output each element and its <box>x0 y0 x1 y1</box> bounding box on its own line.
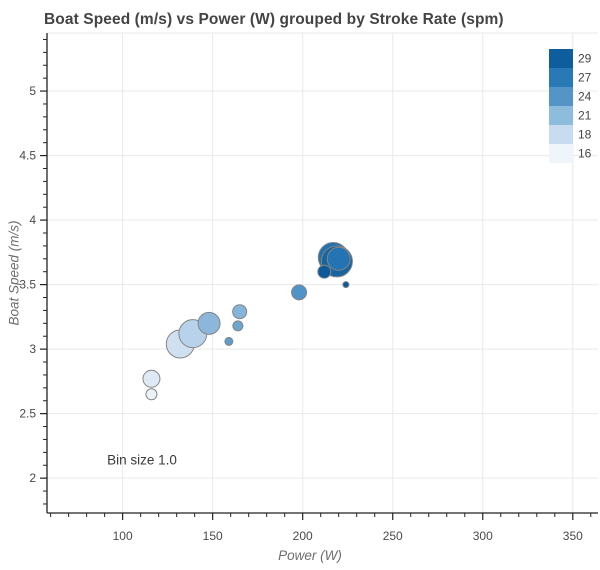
legend-label: 27 <box>578 71 592 85</box>
scatter-point[interactable] <box>197 311 221 335</box>
y-tick-label: 4.5 <box>19 149 36 163</box>
x-tick-label: 350 <box>563 529 583 543</box>
y-tick-label: 2 <box>29 471 36 485</box>
scatter-point[interactable] <box>142 369 161 388</box>
x-tick-label: 150 <box>203 529 223 543</box>
legend-label: 24 <box>578 90 592 104</box>
scatter-point[interactable] <box>232 320 244 332</box>
bin-size-annotation: Bin size 1.0 <box>107 452 177 468</box>
y-tick-label: 3.5 <box>19 278 36 292</box>
scatter-point[interactable] <box>342 281 350 289</box>
legend-label: 29 <box>578 52 592 66</box>
x-axis-title: Power (W) <box>278 548 342 563</box>
legend-swatch <box>549 49 573 68</box>
chart-title: Boat Speed (m/s) vs Power (W) grouped by… <box>44 11 504 28</box>
x-tick-label: 300 <box>473 529 493 543</box>
legend-swatch <box>549 106 573 125</box>
legend-swatch <box>549 68 573 87</box>
x-tick-label: 100 <box>113 529 133 543</box>
legend-label: 21 <box>578 109 592 123</box>
scatter-point[interactable] <box>291 284 308 301</box>
legend-label: 18 <box>578 128 592 142</box>
legend-swatch <box>549 125 573 144</box>
scatter-point[interactable] <box>326 246 351 271</box>
y-tick-label: 5 <box>29 84 36 98</box>
y-tick-label: 4 <box>29 213 36 227</box>
legend-swatch <box>549 144 573 163</box>
scatter-point[interactable] <box>224 336 234 346</box>
scatter-point[interactable] <box>317 264 332 279</box>
y-tick-label: 3 <box>29 342 36 356</box>
y-axis-title: Boat Speed (m/s) <box>6 220 22 326</box>
legend-swatch <box>549 87 573 106</box>
x-tick-label: 250 <box>383 529 403 543</box>
scatter-point[interactable] <box>232 304 248 320</box>
legend-label: 16 <box>578 147 592 161</box>
scatter-point[interactable] <box>145 388 158 401</box>
x-tick-label: 200 <box>293 529 313 543</box>
y-tick-label: 2.5 <box>19 407 36 421</box>
